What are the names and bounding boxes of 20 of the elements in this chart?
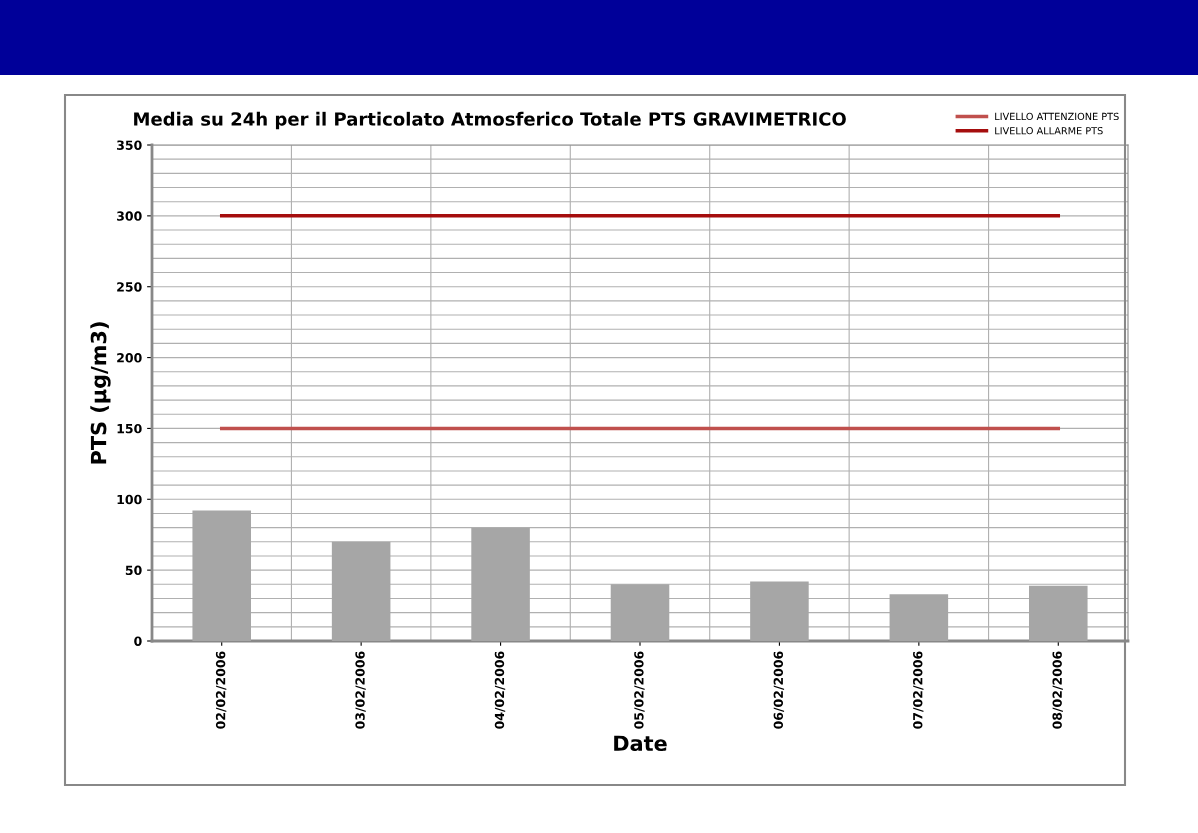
legend-label: LIVELLO ALLARME PTS — [995, 127, 1103, 135]
x-tick-label: 06/02/2006 — [773, 651, 785, 729]
y-tick-label: 250 — [117, 282, 142, 292]
chart-title: Media su 24h per il Particolato Atmosferico Totale PTS GRAVIMETRICO — [134, 111, 846, 130]
y-tick-label: 300 — [117, 211, 142, 221]
x-tick-label: 08/02/2006 — [1052, 651, 1063, 729]
x-tick-label: 04/02/2006 — [494, 651, 506, 729]
y-tick-label: 200 — [117, 353, 142, 363]
y-tick-label: 0 — [134, 636, 142, 646]
y-axis-title: PTS (µg/m3) — [90, 322, 111, 464]
y-tick-label: 350 — [117, 140, 142, 150]
x-tick-label: 02/02/2006 — [215, 651, 227, 729]
x-tick-label: 03/02/2006 — [355, 651, 366, 729]
legend-label: LIVELLO ATTENZIONE PTS — [995, 112, 1119, 121]
y-tick-label: 100 — [117, 494, 142, 505]
x-tick-label: 05/02/2006 — [634, 651, 645, 729]
x-tick-label: 07/02/2006 — [913, 651, 924, 729]
x-axis-title: Date — [614, 735, 667, 752]
y-tick-label: 50 — [125, 565, 142, 576]
y-tick-label: 150 — [117, 423, 142, 434]
